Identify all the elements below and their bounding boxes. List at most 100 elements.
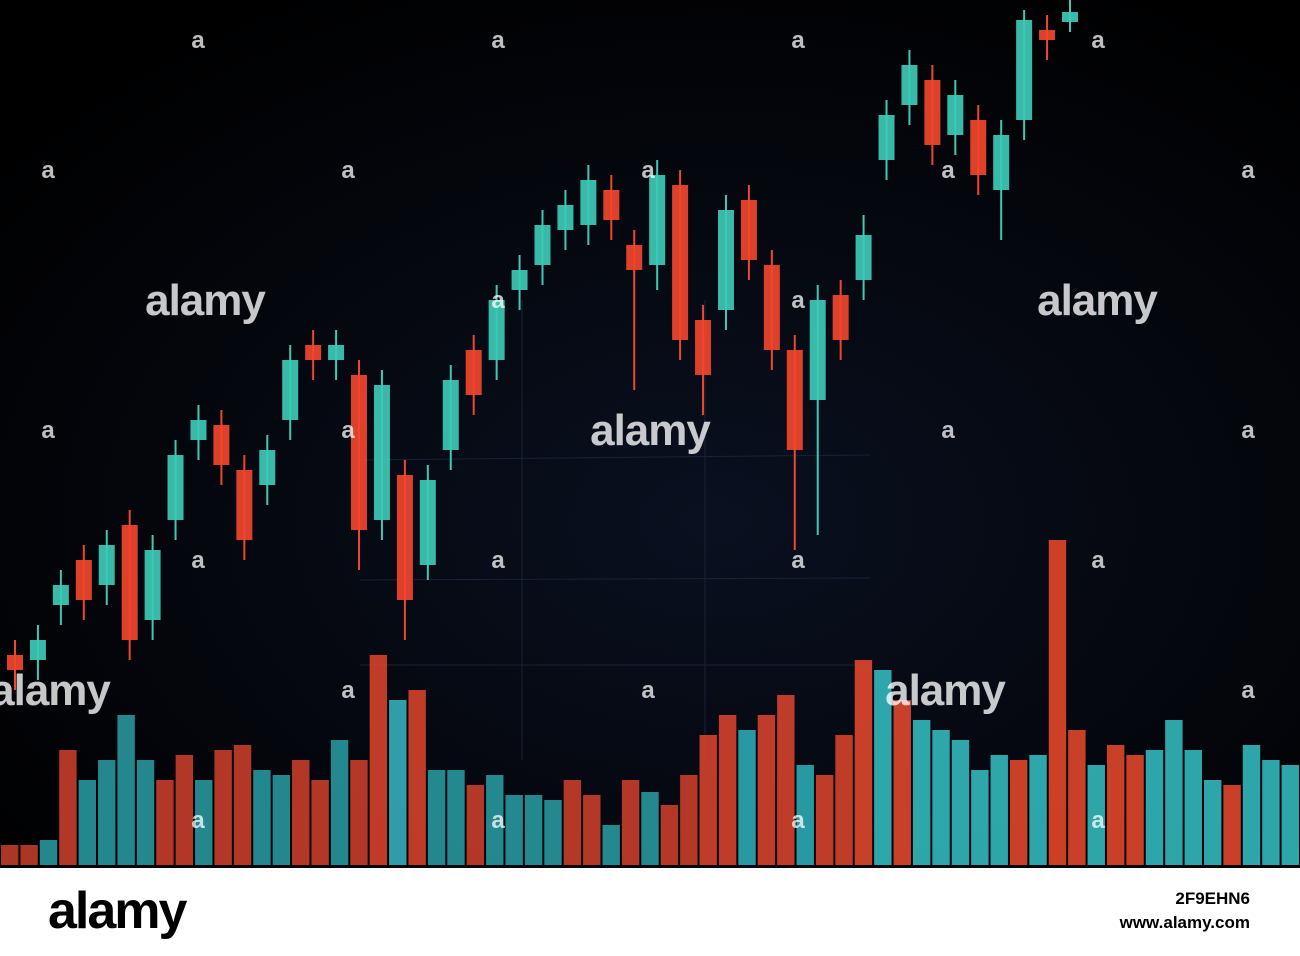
volume-bar — [20, 845, 38, 865]
volume-bar — [912, 720, 931, 865]
volume-bar — [874, 670, 892, 865]
watermark-mark: a — [791, 807, 805, 834]
candle-body — [947, 95, 964, 135]
volume-bar — [602, 825, 620, 865]
volume-bar — [78, 780, 97, 865]
volume-bar — [330, 740, 349, 865]
plot — [1, 0, 1299, 865]
watermark-mark: a — [1241, 677, 1255, 704]
volume-bar — [932, 730, 950, 865]
candle-body — [282, 360, 299, 420]
watermark-mark: a — [791, 287, 805, 314]
volume-bar — [1262, 760, 1280, 865]
volume-bar — [738, 730, 756, 865]
candle-body — [488, 300, 505, 360]
footer-band — [0, 868, 1300, 956]
volume-bar — [427, 770, 446, 865]
volume-bar — [505, 795, 523, 865]
volume-bar — [292, 760, 310, 865]
volume-bar — [583, 795, 601, 865]
candle-body — [167, 455, 184, 520]
volume-bar — [699, 735, 717, 865]
volume-bar — [486, 775, 504, 865]
volume-bar — [815, 775, 834, 865]
volume-bar — [854, 660, 873, 865]
screen-grid — [359, 300, 871, 760]
candle-body — [786, 350, 803, 450]
volume-bar — [1203, 780, 1222, 865]
watermark-mark: a — [341, 157, 355, 184]
volume-bar — [757, 715, 776, 865]
candle-body — [832, 295, 849, 340]
volume-bar — [1126, 755, 1144, 865]
volume-bar — [641, 792, 659, 865]
watermark-mark: a — [341, 417, 355, 444]
volume-bar — [59, 750, 77, 865]
watermark-logo: alamy — [1037, 276, 1158, 325]
candle-body — [396, 475, 413, 600]
volume-bar — [311, 780, 329, 865]
volume-bar — [466, 785, 485, 865]
candle-body — [121, 525, 138, 640]
volume-bar — [1048, 540, 1067, 865]
volume-bar — [718, 715, 737, 865]
watermark-mark: a — [491, 807, 505, 834]
volume-bar — [1223, 785, 1241, 865]
candle-body — [695, 320, 712, 375]
volume-bar — [777, 695, 795, 865]
volume-bar — [447, 770, 465, 865]
candle-body — [52, 585, 69, 605]
watermark-logo: alamy — [885, 666, 1006, 715]
watermark-mark: a — [941, 157, 955, 184]
candle-body — [534, 225, 551, 265]
candle-body — [29, 640, 46, 660]
candle-body — [419, 480, 436, 565]
candle-body — [626, 245, 643, 270]
watermark-mark: a — [791, 547, 805, 574]
volume-bar — [272, 775, 291, 865]
volume-bar — [1, 845, 19, 865]
candle-body — [603, 190, 620, 220]
volume-bar — [1184, 750, 1202, 865]
watermark-mark: a — [641, 677, 655, 704]
candle-body — [1039, 30, 1056, 40]
volume-bar — [680, 775, 698, 865]
watermark-mark: a — [641, 157, 655, 184]
candle-body — [351, 375, 368, 530]
candle-body — [213, 425, 230, 465]
candle-body — [465, 350, 482, 395]
watermark-mark: a — [1241, 157, 1255, 184]
volume-bar — [1029, 755, 1047, 865]
candle-body — [511, 270, 528, 290]
watermark-mark: a — [1241, 417, 1255, 444]
watermark-mark: a — [491, 547, 505, 574]
volume-bar — [1009, 760, 1028, 865]
volume-bar — [350, 760, 368, 865]
volume-bar — [660, 805, 679, 865]
candle-body — [924, 80, 941, 145]
candle-body — [557, 205, 574, 230]
candle-body — [373, 385, 390, 520]
watermark-mark: a — [491, 287, 505, 314]
candle-body — [809, 300, 826, 400]
volume-bar — [796, 765, 814, 865]
watermark-mark: a — [191, 807, 205, 834]
volume-bar — [369, 655, 388, 865]
candle-body — [878, 115, 895, 160]
watermark-logo: alamy — [590, 406, 711, 455]
volume-bar — [1242, 745, 1261, 865]
watermark-mark: a — [791, 27, 805, 54]
candle-body — [98, 545, 115, 585]
volume-bar — [893, 700, 911, 865]
volume-bar — [1087, 765, 1105, 865]
candle-body — [236, 470, 253, 540]
candle-body — [259, 450, 276, 485]
volume-bar — [408, 690, 426, 865]
volume-bar — [175, 755, 194, 865]
watermark-mark: a — [191, 547, 205, 574]
volume-bar — [214, 750, 232, 865]
volume-bar — [1281, 765, 1299, 865]
volume-bar — [621, 780, 640, 865]
candle-body — [190, 420, 207, 440]
